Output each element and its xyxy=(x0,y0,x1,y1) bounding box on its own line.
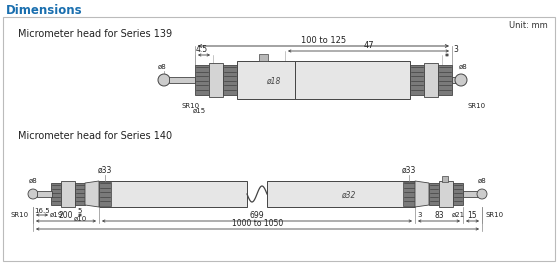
Text: SR10: SR10 xyxy=(182,103,200,109)
Text: 3: 3 xyxy=(453,45,458,54)
Text: ø8: ø8 xyxy=(28,178,37,184)
Text: ø32: ø32 xyxy=(341,190,355,200)
Bar xyxy=(99,182,111,206)
Text: 16.5: 16.5 xyxy=(34,208,50,214)
Bar xyxy=(75,183,85,205)
Text: ø15: ø15 xyxy=(193,108,205,114)
Text: SR10: SR10 xyxy=(467,103,485,109)
Text: ø8: ø8 xyxy=(478,178,487,184)
Bar xyxy=(259,54,268,61)
Circle shape xyxy=(28,189,38,199)
Text: Unit: mm: Unit: mm xyxy=(509,22,548,31)
Bar xyxy=(424,63,438,97)
Bar xyxy=(452,77,458,83)
Text: ø8: ø8 xyxy=(157,64,166,70)
Bar xyxy=(61,181,75,207)
Text: SR10: SR10 xyxy=(11,212,29,218)
Text: 699: 699 xyxy=(249,211,264,220)
Text: ø19: ø19 xyxy=(49,212,62,218)
Text: 5: 5 xyxy=(78,208,82,214)
Bar xyxy=(37,191,52,197)
Bar xyxy=(438,65,452,95)
Text: ø18: ø18 xyxy=(266,77,280,85)
Circle shape xyxy=(455,74,467,86)
Bar xyxy=(295,61,410,99)
Polygon shape xyxy=(415,181,429,207)
Bar xyxy=(403,182,415,206)
Bar xyxy=(267,181,415,207)
Bar xyxy=(453,183,463,205)
Bar xyxy=(209,63,223,97)
Bar xyxy=(463,191,478,197)
Bar xyxy=(237,61,295,99)
Text: Dimensions: Dimensions xyxy=(6,3,83,17)
Bar xyxy=(169,77,195,83)
Text: 1000 to 1050: 1000 to 1050 xyxy=(232,219,283,228)
Bar xyxy=(99,181,247,207)
Bar xyxy=(429,183,439,205)
Text: 4.5: 4.5 xyxy=(196,45,208,54)
Bar xyxy=(195,65,209,95)
Text: ø33: ø33 xyxy=(402,166,416,175)
Text: 15: 15 xyxy=(468,211,477,220)
Text: 83: 83 xyxy=(434,211,444,220)
Text: 47: 47 xyxy=(363,41,374,50)
Text: ø21: ø21 xyxy=(451,212,465,218)
Text: 200: 200 xyxy=(59,211,73,220)
Circle shape xyxy=(158,74,170,86)
Bar xyxy=(223,65,237,95)
Circle shape xyxy=(477,189,487,199)
Text: SR10: SR10 xyxy=(486,212,504,218)
Polygon shape xyxy=(85,181,99,207)
Bar xyxy=(410,65,424,95)
Text: ø33: ø33 xyxy=(98,166,112,175)
Text: 100 to 125: 100 to 125 xyxy=(301,36,346,45)
Text: Micrometer head for Series 139: Micrometer head for Series 139 xyxy=(18,29,172,39)
Bar xyxy=(51,183,61,205)
Text: 3: 3 xyxy=(418,212,422,218)
Text: Micrometer head for Series 140: Micrometer head for Series 140 xyxy=(18,131,172,141)
Bar xyxy=(442,176,448,182)
Text: ø8: ø8 xyxy=(459,64,468,70)
Text: ø10: ø10 xyxy=(73,216,86,222)
Bar xyxy=(439,181,453,207)
